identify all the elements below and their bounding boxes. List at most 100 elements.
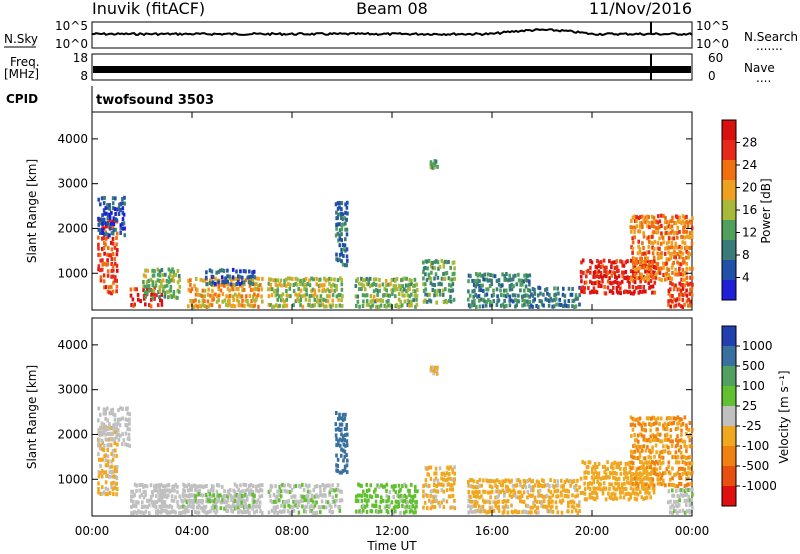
scatter-cell <box>665 276 669 281</box>
scatter-cell <box>394 499 398 504</box>
scatter-cell <box>447 259 450 264</box>
scatter-cell <box>633 496 637 501</box>
scatter-cell <box>142 495 146 500</box>
scatter-cell <box>680 423 683 428</box>
scatter-cell <box>164 290 167 295</box>
scatter-cell <box>578 485 581 490</box>
scatter-cell <box>399 284 403 289</box>
scatter-cell <box>679 466 683 471</box>
scatter-cell <box>392 288 395 293</box>
scatter-cell <box>658 224 661 229</box>
scatter-cell <box>690 470 694 475</box>
scatter-cell <box>288 276 292 281</box>
scatter-cell <box>685 275 689 280</box>
scatter-cell <box>645 214 649 219</box>
scatter-cell <box>672 231 676 236</box>
scatter-cell <box>406 283 410 288</box>
scatter-cell <box>323 488 326 492</box>
power-cbar-label: Power [dB] <box>759 178 773 243</box>
scatter-cell <box>571 480 574 485</box>
scatter-cell <box>225 294 228 299</box>
scatter-cell <box>679 304 683 309</box>
scatter-cell <box>523 298 526 303</box>
scatter-cell <box>346 432 349 437</box>
scatter-cell <box>276 504 279 509</box>
scatter-cell <box>499 303 503 308</box>
scatter-cell <box>235 286 238 291</box>
scatter-cell <box>314 511 317 516</box>
scatter-cell <box>185 500 189 505</box>
scatter-cell <box>100 426 104 431</box>
scatter-cell <box>680 277 683 282</box>
scatter-cell <box>440 276 444 281</box>
scatter-cell <box>97 428 101 432</box>
scatter-cell <box>208 278 212 283</box>
scatter-cell <box>403 299 407 304</box>
scatter-cell <box>490 489 494 494</box>
scatter-cell <box>641 289 644 294</box>
scatter-cell <box>610 471 613 476</box>
scatter-cell <box>524 293 528 298</box>
scatter-cell <box>613 266 617 270</box>
scatter-cell <box>214 276 217 281</box>
scatter-cell <box>682 257 685 261</box>
scatter-cell <box>665 230 668 235</box>
scatter-cell <box>128 417 131 422</box>
scatter-cell <box>478 288 481 293</box>
scatter-cell <box>549 509 552 514</box>
scatter-cell <box>453 481 456 486</box>
scatter-cell <box>99 443 102 448</box>
scatter-cell <box>374 277 378 282</box>
scatter-cell <box>228 302 232 307</box>
scatter-cell <box>644 448 648 453</box>
scatter-cell <box>442 264 446 269</box>
scatter-cell <box>691 266 694 271</box>
scatter-cell <box>341 417 345 422</box>
scatter-cell <box>160 483 163 488</box>
scatter-cell <box>278 303 281 308</box>
scatter-cell <box>104 408 107 413</box>
scatter-cell <box>360 484 363 489</box>
scatter-cell <box>501 500 505 504</box>
scatter-cell <box>690 234 694 239</box>
scatter-cell <box>405 509 408 514</box>
scatter-cell <box>687 235 690 240</box>
scatter-cell <box>670 276 674 281</box>
scatter-cell <box>642 461 645 466</box>
scatter-cell <box>108 465 112 470</box>
scatter-cell <box>529 488 533 493</box>
scatter-cell <box>644 278 647 283</box>
scatter-cell <box>511 510 515 515</box>
scatter-cell <box>312 293 315 298</box>
scatter-cell <box>434 471 438 476</box>
scatter-cell <box>667 460 671 465</box>
scatter-cell <box>647 455 650 460</box>
velocity-ylabel: Slant Range [km] <box>25 365 39 469</box>
scatter-cell <box>685 445 688 449</box>
colorbar-tick-label: 4 <box>742 271 750 285</box>
scatter-cell <box>123 201 126 206</box>
scatter-cell <box>157 490 160 495</box>
scatter-cell <box>299 298 303 303</box>
scatter-cell <box>502 293 506 298</box>
scatter-cell <box>629 225 633 230</box>
scatter-cell <box>574 508 578 513</box>
scatter-cell <box>172 278 176 283</box>
scatter-cell <box>685 255 688 260</box>
scatter-cell <box>116 207 119 212</box>
scatter-cell <box>647 465 651 470</box>
scatter-cell <box>680 234 683 239</box>
scatter-cell <box>329 284 333 288</box>
scatter-cell <box>338 257 341 262</box>
scatter-cell <box>241 288 244 293</box>
scatter-cell <box>247 280 251 285</box>
scatter-cell <box>331 509 334 514</box>
scatter-cell <box>158 295 161 300</box>
scatter-cell <box>656 270 660 275</box>
scatter-cell <box>104 453 107 458</box>
scatter-cell <box>319 294 323 299</box>
scatter-cell <box>598 280 601 285</box>
scatter-cell <box>479 505 483 510</box>
scatter-cell <box>574 293 578 298</box>
scatter-cell <box>648 262 651 267</box>
